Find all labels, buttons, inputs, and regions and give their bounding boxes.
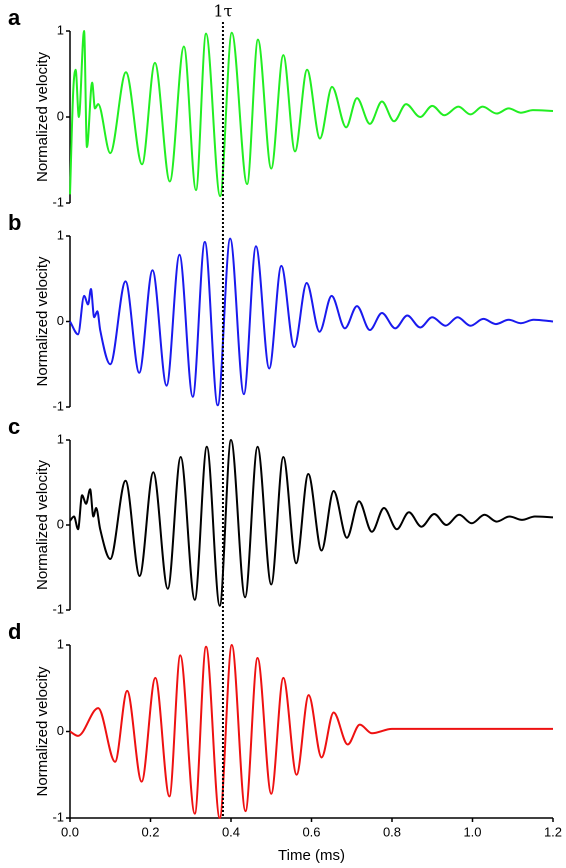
y-tick-label: -1 <box>52 601 64 616</box>
velocity-line <box>69 237 554 407</box>
y-axis-label: Normalized velocity <box>34 51 51 182</box>
annotation-text: 1τ <box>213 2 232 21</box>
y-axis-label: Normalized velocity <box>34 256 51 387</box>
x-tick-label: 0.8 <box>383 824 401 839</box>
x-tick-label: 0.4 <box>222 824 240 839</box>
x-tick-label: 0.6 <box>302 824 320 839</box>
y-tick-label: 0 <box>57 516 64 531</box>
panel-label: a <box>8 5 21 30</box>
y-tick-label: 0 <box>57 723 64 738</box>
y-tick-label: 1 <box>57 227 64 242</box>
y-axis-label: Normalized velocity <box>34 459 51 590</box>
y-tick-label: 1 <box>57 636 64 651</box>
x-tick-label: 1.0 <box>463 824 481 839</box>
x-axis-label: Time (ms) <box>278 847 345 864</box>
velocity-line <box>69 29 554 198</box>
panel-label: c <box>8 414 20 439</box>
panel-label: b <box>8 210 21 235</box>
x-tick-label: 0.2 <box>141 824 159 839</box>
x-tick-label: 1.2 <box>544 824 562 839</box>
y-tick-label: 0 <box>57 108 64 123</box>
y-tick-label: 0 <box>57 313 64 328</box>
y-tick-label: -1 <box>52 194 64 209</box>
velocity-line <box>69 643 553 820</box>
x-tick-label: 0.0 <box>61 824 79 839</box>
panel-label: d <box>8 619 21 644</box>
velocity-line <box>69 438 554 607</box>
y-axis-label: Normalized velocity <box>34 666 51 797</box>
y-tick-label: -1 <box>52 809 64 824</box>
y-tick-label: 1 <box>57 431 64 446</box>
y-tick-label: 1 <box>57 22 64 37</box>
y-tick-label: -1 <box>52 398 64 413</box>
